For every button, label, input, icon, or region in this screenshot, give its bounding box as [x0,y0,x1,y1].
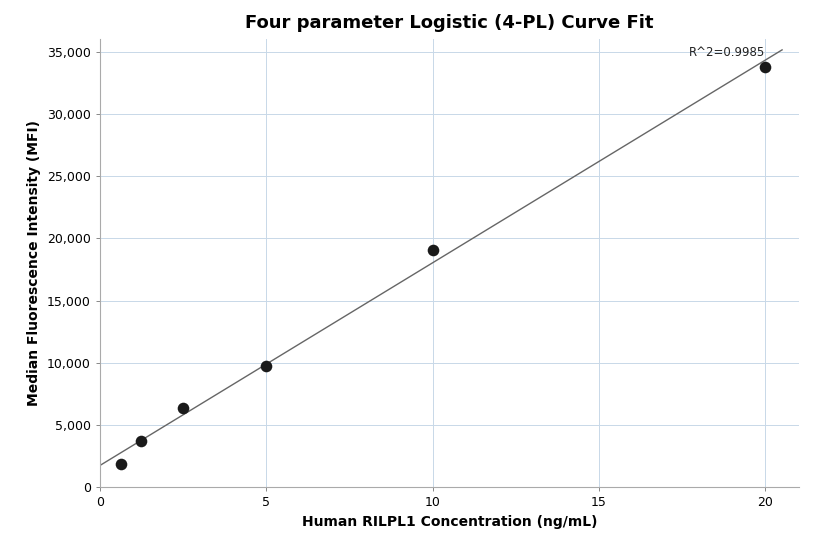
Point [135,437,148,446]
Title: Four parameter Logistic (4-PL) Curve Fit: Four parameter Logistic (4-PL) Curve Fit [245,14,653,32]
Point [176,403,190,412]
Point [114,459,127,468]
Y-axis label: Median Fluorescence Intensity (MFI): Median Fluorescence Intensity (MFI) [27,120,42,406]
Point [426,245,439,254]
Point [759,62,772,71]
Point [260,362,273,371]
Text: R^2=0.9985: R^2=0.9985 [689,46,765,59]
X-axis label: Human RILPL1 Concentration (ng/mL): Human RILPL1 Concentration (ng/mL) [301,515,597,529]
